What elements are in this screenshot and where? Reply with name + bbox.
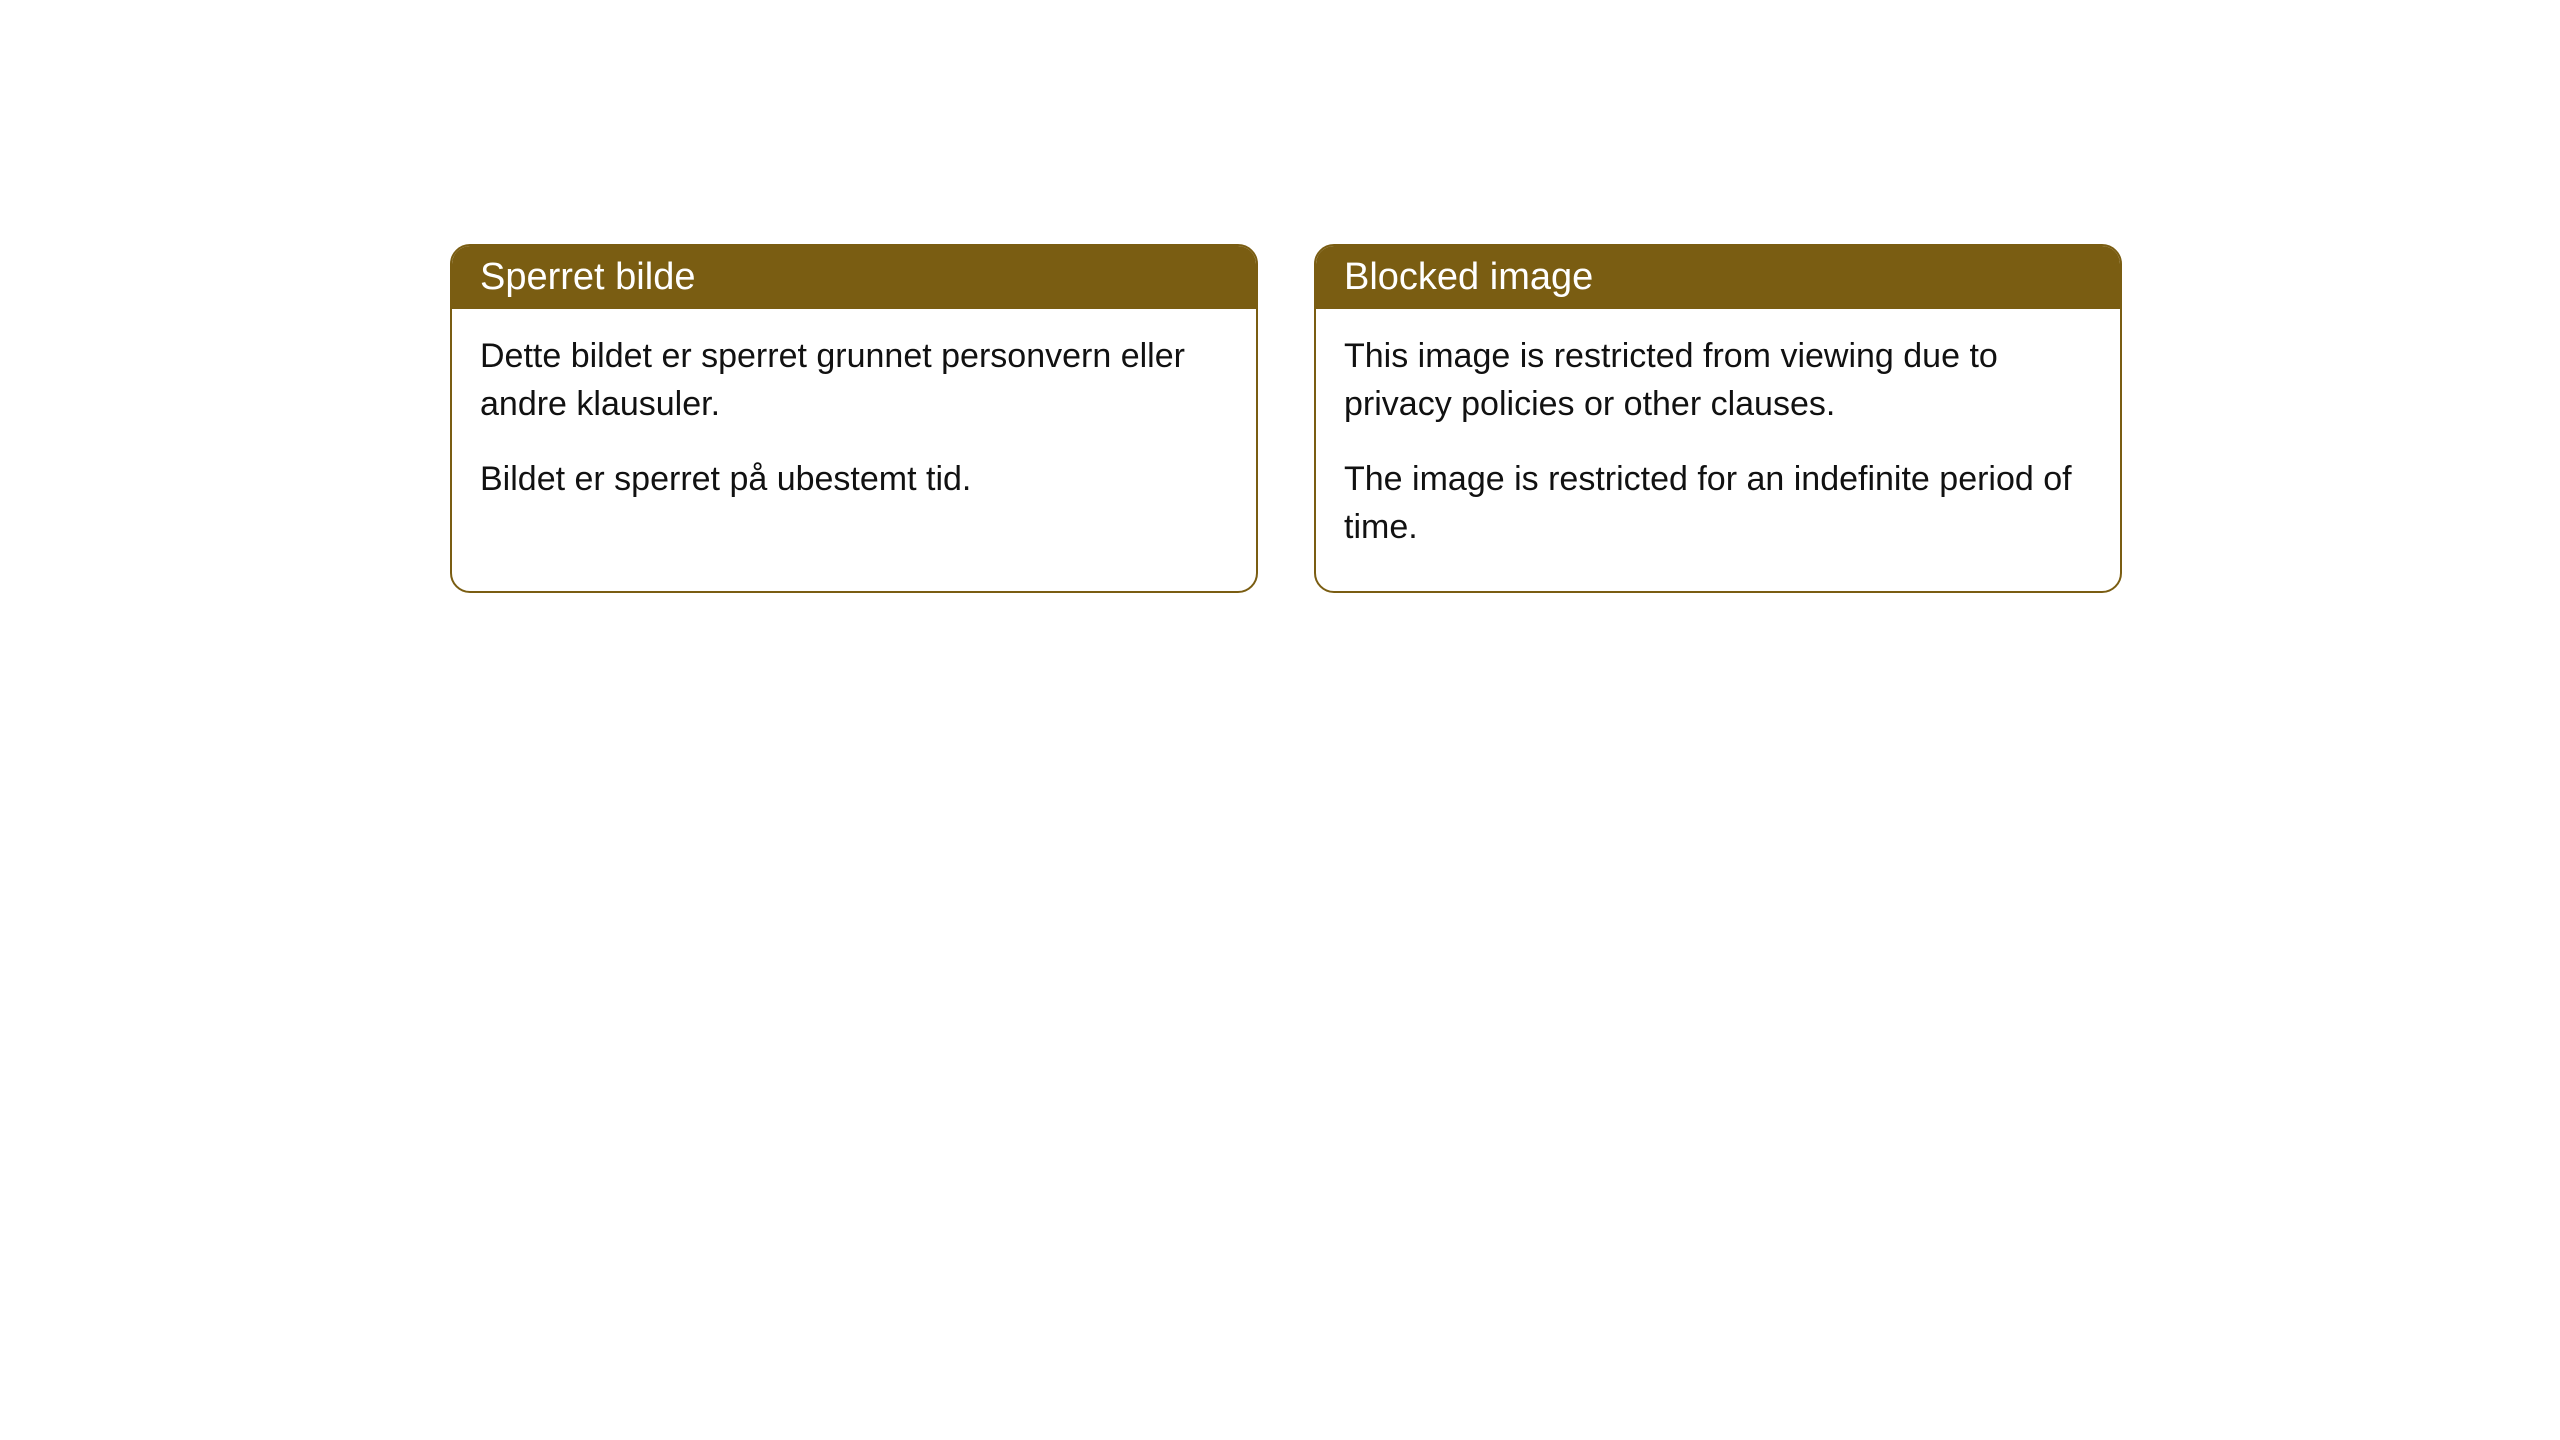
card-paragraph: Bildet er sperret på ubestemt tid. [480, 456, 1228, 504]
card-header: Blocked image [1316, 246, 2120, 309]
card-body: Dette bildet er sperret grunnet personve… [452, 309, 1256, 544]
notice-card-norwegian: Sperret bilde Dette bildet er sperret gr… [450, 244, 1258, 593]
notice-cards-container: Sperret bilde Dette bildet er sperret gr… [450, 244, 2122, 593]
card-paragraph: The image is restricted for an indefinit… [1344, 456, 2092, 551]
card-paragraph: This image is restricted from viewing du… [1344, 333, 2092, 428]
card-header: Sperret bilde [452, 246, 1256, 309]
notice-card-english: Blocked image This image is restricted f… [1314, 244, 2122, 593]
card-body: This image is restricted from viewing du… [1316, 309, 2120, 591]
card-paragraph: Dette bildet er sperret grunnet personve… [480, 333, 1228, 428]
